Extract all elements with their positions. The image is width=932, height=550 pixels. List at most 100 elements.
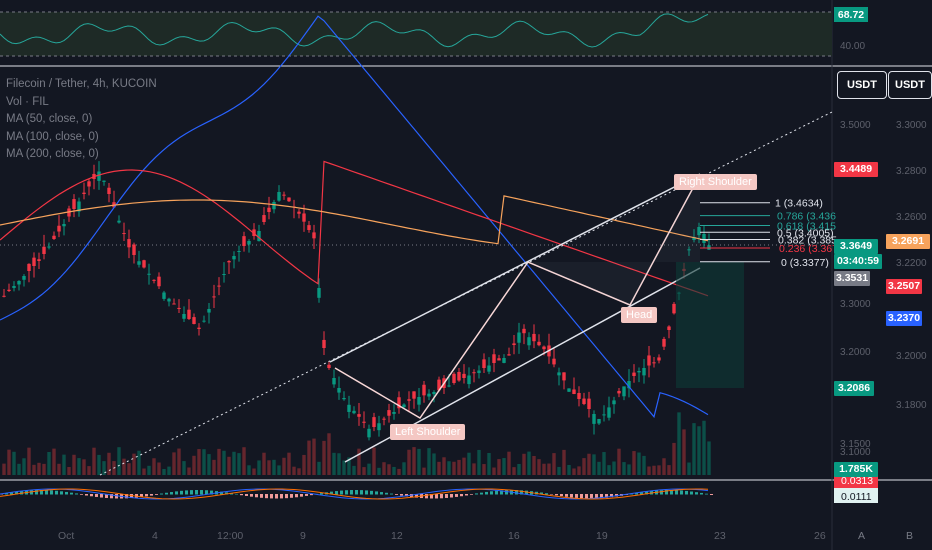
candle-body <box>502 358 506 363</box>
y-tick-outer: 3.2600 <box>896 212 927 223</box>
candle-body <box>597 419 601 424</box>
volume-bar <box>337 453 341 475</box>
x-tick-26: 26 <box>814 530 826 542</box>
volume-bar <box>312 438 316 475</box>
volume-bar <box>217 448 221 475</box>
candle-body <box>652 362 656 364</box>
candle-body <box>507 354 511 356</box>
y-tick-outer: 3.3000 <box>896 120 927 131</box>
candle-body <box>477 370 481 374</box>
macd-histogram-bar <box>270 494 273 499</box>
volume-bar <box>17 463 21 475</box>
candle-body <box>297 211 301 214</box>
price-tag: 3.2370 <box>886 311 922 326</box>
volume-bar <box>157 462 161 475</box>
x-tick-23: 23 <box>714 530 726 542</box>
macd-histogram-bar <box>90 494 93 497</box>
volume-bar <box>592 454 596 475</box>
volume-bar <box>117 447 121 475</box>
volume-bar <box>642 455 646 475</box>
macd-histogram-bar <box>700 492 703 495</box>
volume-bar <box>427 448 431 475</box>
volume-bar <box>357 448 361 475</box>
macd-tag <box>834 488 878 503</box>
macd-histogram-bar <box>440 494 443 499</box>
volume-bar <box>487 452 491 475</box>
volume-bar <box>97 454 101 475</box>
candle-body <box>517 332 521 343</box>
macd-histogram-bar <box>495 490 498 495</box>
volume-bar <box>87 466 91 475</box>
macd-histogram-bar <box>590 494 593 499</box>
candle-body <box>587 398 591 409</box>
candle-body <box>97 171 101 181</box>
candle-body <box>77 201 81 212</box>
macd-histogram-bar <box>145 494 148 497</box>
volume-bar <box>102 461 106 475</box>
macd-histogram-bar <box>515 490 518 495</box>
volume-bar <box>372 447 376 475</box>
fib-label: 1 (3.4634) <box>775 198 823 210</box>
volume-bar <box>702 420 706 475</box>
volume-bar <box>212 459 216 475</box>
volume-bar <box>62 454 66 475</box>
volume-bar <box>142 468 146 475</box>
macd-histogram-bar <box>490 491 493 495</box>
candle-body <box>137 261 141 265</box>
macd-histogram-bar <box>370 490 373 495</box>
macd-histogram-bar <box>65 491 68 495</box>
currency-button-2[interactable]: USDT <box>888 71 932 99</box>
volume-bar <box>127 463 131 475</box>
candle-body <box>647 355 651 366</box>
candle-body <box>82 192 86 194</box>
macd-histogram-bar <box>240 494 243 496</box>
y-tick-outer: 3.2200 <box>896 258 927 269</box>
volume-bar <box>572 468 576 475</box>
candle-body <box>167 298 171 302</box>
volume-bar <box>522 453 526 475</box>
volume-bar <box>2 463 6 475</box>
macd-histogram-bar <box>680 490 683 495</box>
candle-body <box>62 224 66 227</box>
moving-averages <box>0 15 709 419</box>
macd-histogram-bar <box>540 492 543 495</box>
volume-bar <box>137 450 141 475</box>
candle-body <box>642 368 646 376</box>
candle-body <box>202 320 206 322</box>
volume-bar <box>122 458 126 475</box>
macd-histogram-bar <box>205 490 208 495</box>
macd-histogram-bar <box>485 491 488 495</box>
volume-bar <box>207 454 211 475</box>
axis-button-b[interactable]: B <box>906 530 914 542</box>
axis-button-a[interactable]: A <box>858 530 866 542</box>
volume-bar <box>57 463 61 475</box>
legend-ma50: MA (50, close, 0) <box>6 113 93 125</box>
candle-body <box>332 378 336 385</box>
candle-body <box>592 414 596 424</box>
candle-body <box>427 393 431 397</box>
macd-histogram-bar <box>170 492 173 495</box>
x-tick-9: 9 <box>300 530 306 542</box>
volume-bar <box>297 468 301 475</box>
macd-histogram-bar <box>465 494 468 496</box>
macd-histogram-bar <box>55 490 58 495</box>
chart-legend: Filecoin / Tether, 4h, KUCOIN Vol · FIL … <box>6 76 157 164</box>
macd-histogram-bar <box>300 494 303 497</box>
volume-bar <box>317 461 321 475</box>
volume-bar <box>502 458 506 475</box>
macd-histogram-bar <box>525 490 528 495</box>
volume-bar <box>647 466 651 475</box>
volume-bar <box>242 447 246 475</box>
candle-body <box>57 225 61 232</box>
candle-body <box>2 295 6 297</box>
volume-bar <box>687 462 691 475</box>
macd-histogram-bar <box>70 492 73 495</box>
macd-histogram-bar <box>630 493 633 495</box>
macd-histogram-bar <box>355 490 358 495</box>
volume-bar <box>67 467 71 475</box>
volume-bar <box>652 465 656 475</box>
currency-button-1[interactable]: USDT <box>837 71 887 99</box>
x-tick-1200: 12:00 <box>217 530 244 542</box>
macd-histogram-bar <box>150 494 153 496</box>
